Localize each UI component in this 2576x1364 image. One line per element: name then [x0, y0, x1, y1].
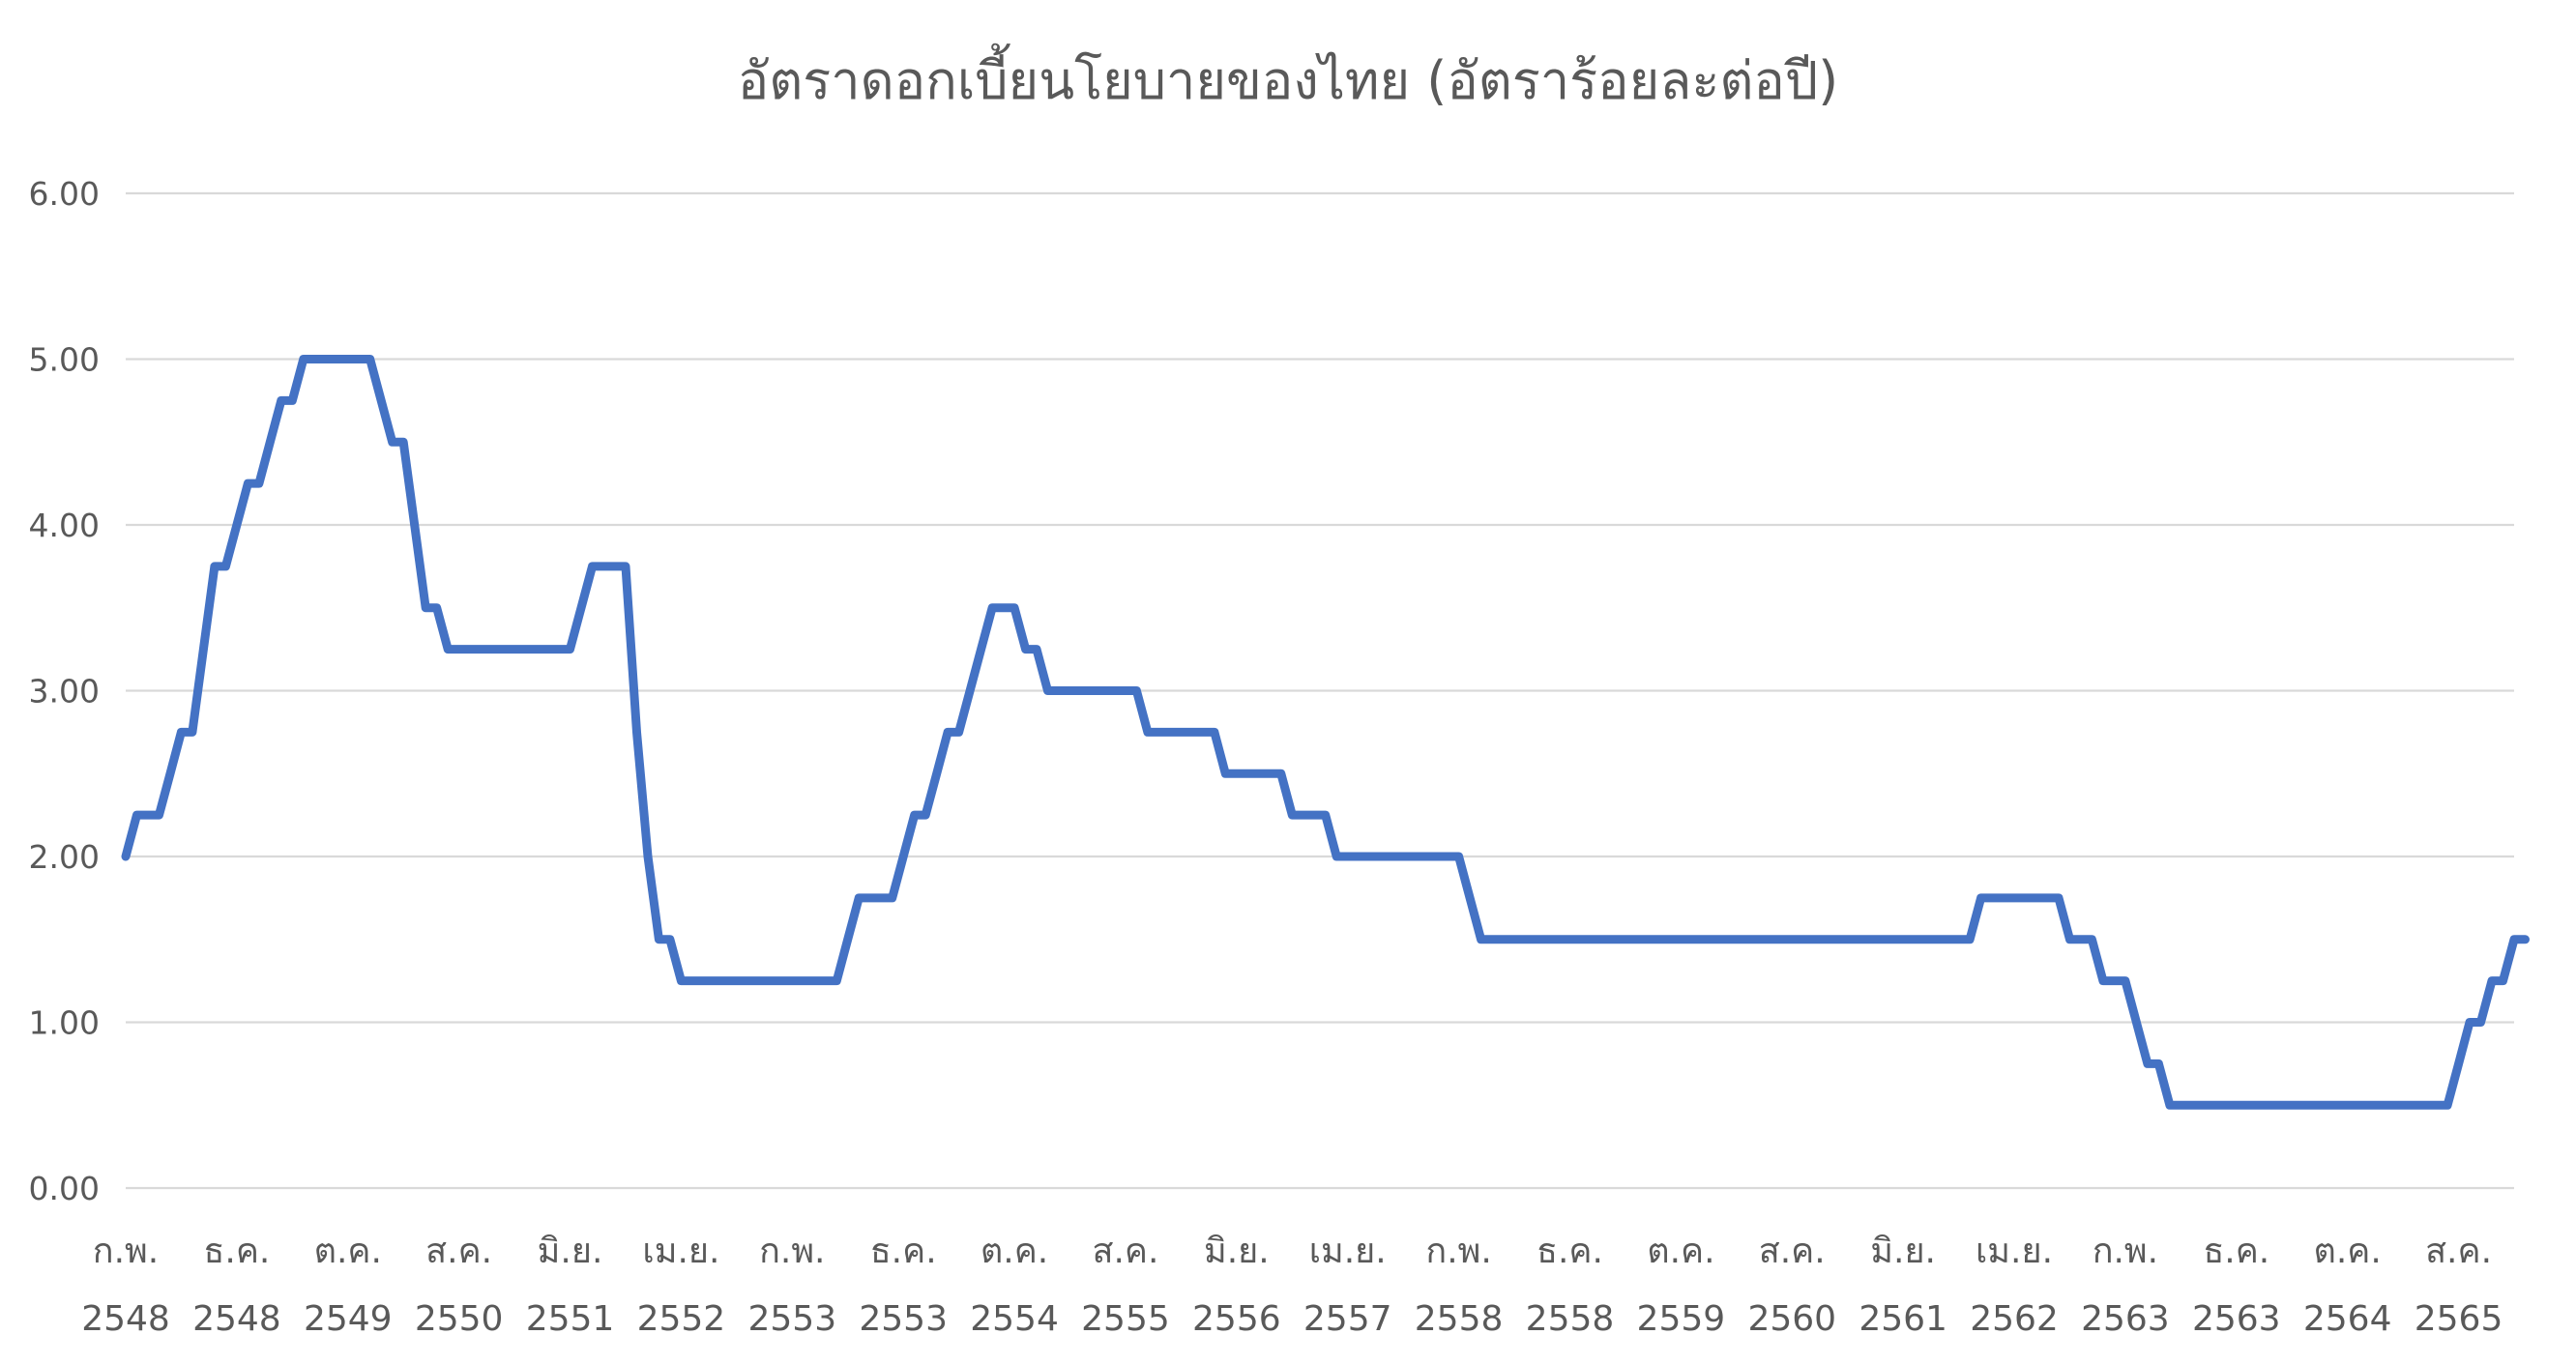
- x-tick-year-label: 2565: [2415, 1299, 2503, 1339]
- x-tick-year-label: 2550: [415, 1299, 504, 1339]
- x-tick-year-label: 2551: [526, 1299, 615, 1339]
- x-tick-year-label: 2564: [2303, 1299, 2392, 1339]
- x-tick-month-label: ธ.ค.: [203, 1232, 270, 1271]
- x-tick-year-label: 2560: [1747, 1299, 1836, 1339]
- x-tick-month-label: ธ.ค.: [2203, 1232, 2269, 1271]
- y-axis-tick-labels: 0.00 1.00 2.00 3.00 4.00 5.00 6.00: [29, 175, 100, 1207]
- y-tick-label: 4.00: [29, 507, 100, 544]
- x-tick-month-label: ต.ค.: [2313, 1232, 2381, 1271]
- x-tick-month-label: มิ.ย.: [538, 1232, 603, 1271]
- policy-rate-series-line: [121, 355, 2530, 1110]
- x-tick-month-label: เม.ย.: [1309, 1232, 1387, 1271]
- x-tick-month-label: ก.พ.: [1425, 1232, 1491, 1271]
- x-tick-year-label: 2557: [1303, 1299, 1392, 1339]
- x-tick-month-label: เม.ย.: [1976, 1232, 2053, 1271]
- x-tick-month-label: ก.พ.: [759, 1232, 825, 1271]
- y-tick-label: 5.00: [29, 341, 100, 379]
- x-tick-year-label: 2548: [192, 1299, 281, 1339]
- x-tick-year-label: 2558: [1415, 1299, 1504, 1339]
- chart-title: อัตราดอกเบี้ยนโยบายของไทย (อัตราร้อยละต่…: [738, 44, 1838, 111]
- x-tick-month-label: ธ.ค.: [870, 1232, 937, 1271]
- x-tick-month-label: ส.ค.: [2425, 1232, 2492, 1271]
- x-tick-month-label: ต.ค.: [981, 1232, 1048, 1271]
- x-tick-year-label: 2563: [2081, 1299, 2170, 1339]
- x-tick-year-label: 2562: [1970, 1299, 2059, 1339]
- y-tick-label: 2.00: [29, 838, 100, 876]
- x-tick-month-label: เม.ย.: [642, 1232, 719, 1271]
- x-tick-year-label: 2548: [81, 1299, 170, 1339]
- x-tick-year-label: 2554: [970, 1299, 1059, 1339]
- x-tick-year-label: 2555: [1081, 1299, 1170, 1339]
- y-tick-label: 6.00: [29, 175, 100, 213]
- y-tick-label: 0.00: [29, 1170, 100, 1207]
- x-tick-month-label: ส.ค.: [1759, 1232, 1826, 1271]
- x-tick-year-label: 2553: [747, 1299, 836, 1339]
- x-tick-month-label: ส.ค.: [425, 1232, 492, 1271]
- x-tick-year-label: 2558: [1526, 1299, 1615, 1339]
- x-tick-month-label: ต.ค.: [1647, 1232, 1714, 1271]
- x-tick-month-label: ก.พ.: [2093, 1232, 2158, 1271]
- x-tick-year-label: 2549: [304, 1299, 393, 1339]
- x-tick-year-label: 2552: [637, 1299, 726, 1339]
- y-tick-label: 3.00: [29, 673, 100, 711]
- x-tick-year-label: 2563: [2192, 1299, 2281, 1339]
- x-tick-month-label: ต.ค.: [314, 1232, 382, 1271]
- x-tick-month-label: ส.ค.: [1092, 1232, 1158, 1271]
- gridlines: [126, 191, 2514, 1190]
- x-tick-month-label: ก.พ.: [93, 1232, 159, 1271]
- x-tick-year-label: 2553: [859, 1299, 948, 1339]
- x-axis-tick-labels: ก.พ. 2548 ธ.ค. 2548 ต.ค. 2549 ส.ค. 2550 มิ.ย. 255…: [81, 1232, 2503, 1339]
- x-tick-month-label: มิ.ย.: [1204, 1232, 1270, 1271]
- x-tick-year-label: 2561: [1859, 1299, 1947, 1339]
- x-tick-month-label: ธ.ค.: [1537, 1232, 1603, 1271]
- series-layer: [121, 355, 2530, 1110]
- x-tick-year-label: 2559: [1637, 1299, 1726, 1339]
- y-tick-label: 1.00: [29, 1004, 100, 1042]
- x-tick-month-label: มิ.ย.: [1870, 1232, 1936, 1271]
- x-tick-year-label: 2556: [1192, 1299, 1281, 1339]
